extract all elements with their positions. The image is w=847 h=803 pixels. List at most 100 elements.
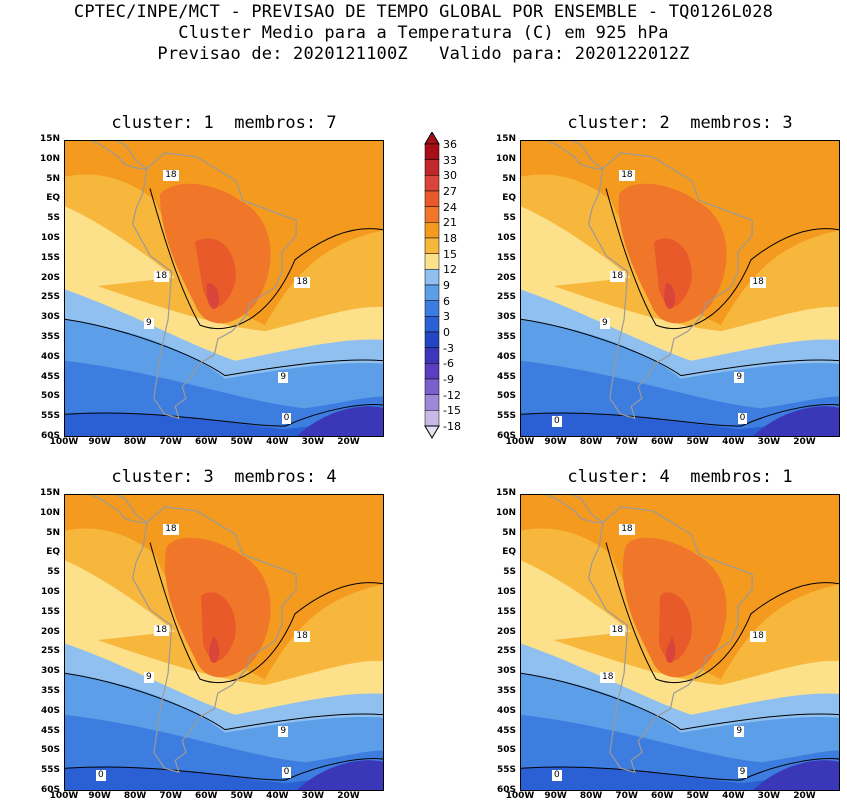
contour-label: 18 xyxy=(294,630,310,642)
lat-tick-label: 5N xyxy=(502,173,516,184)
lon-tick-label: 20W xyxy=(337,437,360,447)
contour-label: 9 xyxy=(600,318,610,330)
lat-tick-label: 20S xyxy=(40,272,60,283)
lat-tick-label: 35S xyxy=(496,332,516,342)
colorbar-level-label: 33 xyxy=(443,153,457,167)
lat-tick-label: 35S xyxy=(40,332,60,342)
lon-tick-label: 40W xyxy=(266,791,289,801)
lat-tick-label: 55S xyxy=(496,411,516,422)
colorbar-graphic xyxy=(424,132,440,439)
colorbar-segment xyxy=(424,190,440,207)
lon-tick-label: 30W xyxy=(757,791,781,801)
lon-tick-label: 100W xyxy=(49,437,79,447)
panel-title: cluster: 2 membros: 3 xyxy=(567,113,793,133)
colorbar-level-label: 15 xyxy=(443,247,457,261)
lat-tick-label: 40S xyxy=(496,351,516,362)
lat-tick-label: 5S xyxy=(503,213,516,224)
colorbar-segment xyxy=(424,394,440,411)
lon-tick-label: 80W xyxy=(579,437,603,447)
colorbar-segment xyxy=(424,253,440,270)
lat-tick-label: 60S xyxy=(496,431,516,441)
colorbar-top-arrow xyxy=(424,132,440,145)
lat-tick-label: 50S xyxy=(496,391,516,402)
lon-tick-label: 20W xyxy=(793,437,816,447)
contour-label: 18 xyxy=(153,270,170,282)
contour-label: 9 xyxy=(144,672,154,684)
contour-label: 9 xyxy=(734,725,745,737)
contour-label: 18 xyxy=(619,523,635,535)
contour-label: 18 xyxy=(750,630,766,642)
colorbar-segment xyxy=(424,175,440,192)
contour-label: 18 xyxy=(619,169,635,181)
lat-tick-label: 10N xyxy=(495,507,516,518)
lat-tick-label: 60S xyxy=(496,785,516,795)
lon-tick-label: 40W xyxy=(266,437,289,447)
contour-label: 0 xyxy=(737,413,748,425)
lat-tick-label: 15N xyxy=(39,488,60,498)
colorbar-level-label: 6 xyxy=(443,294,450,308)
lon-tick-label: 100W xyxy=(505,791,535,801)
lat-tick-label: 60S xyxy=(40,785,60,795)
colorbar-segment xyxy=(424,143,440,160)
lat-tick-label: 10S xyxy=(40,233,60,243)
colorbar-segment xyxy=(424,347,440,364)
lat-tick-label: 5N xyxy=(46,173,60,184)
colorbar-segment xyxy=(424,331,440,348)
lat-tick-label: EQ xyxy=(502,193,516,204)
lon-tick-label: 50W xyxy=(230,791,253,801)
lon-tick-label: 80W xyxy=(123,791,147,801)
colorbar-level-label: -15 xyxy=(443,404,461,418)
lon-tick-label: 90W xyxy=(544,437,567,447)
contour-label: 0 xyxy=(552,770,562,782)
lat-tick-label: 15N xyxy=(39,134,60,144)
lat-tick-label: EQ xyxy=(502,547,516,558)
lon-tick-label: 70W xyxy=(159,791,182,801)
colorbar-level-label: -12 xyxy=(443,388,461,402)
lat-tick-label: 40S xyxy=(40,351,60,362)
lat-tick-label: 25S xyxy=(40,646,60,657)
lat-tick-label: 40S xyxy=(496,705,516,716)
lat-tick-label: 5S xyxy=(47,213,60,224)
lat-tick-label: 15S xyxy=(40,606,60,617)
lon-tick-label: 60W xyxy=(650,791,674,801)
lat-tick-label: 45S xyxy=(40,371,60,382)
lat-tick-label: 30S xyxy=(496,666,516,677)
contour-label: 0 xyxy=(552,416,562,428)
lat-tick-label: 20S xyxy=(40,626,60,637)
lon-tick-label: 90W xyxy=(544,791,567,801)
main-title: CPTEC/INPE/MCT - PREVISAO DE TEMPO GLOBA… xyxy=(73,2,774,22)
lat-tick-label: 35S xyxy=(40,686,60,696)
lat-tick-label: 60S xyxy=(40,431,60,441)
lat-tick-label: 25S xyxy=(496,646,516,657)
lon-tick-label: 40W xyxy=(722,791,745,801)
contour-label: 18 xyxy=(153,624,170,636)
contour-label: 9 xyxy=(737,767,748,779)
lon-tick-label: 60W xyxy=(194,437,218,447)
lon-tick-label: 100W xyxy=(49,791,79,801)
lat-tick-label: 10S xyxy=(496,587,516,597)
lat-tick-label: 5N xyxy=(502,527,516,538)
contour-label: 9 xyxy=(278,371,289,383)
colorbar-level-label: 21 xyxy=(443,216,457,230)
panel-title: cluster: 1 membros: 7 xyxy=(111,113,337,133)
map-panel xyxy=(520,140,840,437)
lat-tick-label: 45S xyxy=(496,371,516,382)
colorbar-level-label: 3 xyxy=(443,310,450,324)
colorbar-segment xyxy=(424,316,440,333)
lon-tick-label: 30W xyxy=(301,791,325,801)
lon-tick-label: 70W xyxy=(615,791,638,801)
contour-label: 18 xyxy=(609,624,626,636)
contour-label: 9 xyxy=(144,318,154,330)
contour-label: 0 xyxy=(96,770,106,782)
colorbar-segment xyxy=(424,378,440,395)
contour-label: 0 xyxy=(281,767,292,779)
lat-tick-label: 30S xyxy=(496,312,516,323)
lat-tick-label: 10N xyxy=(39,153,60,164)
lon-tick-label: 60W xyxy=(194,791,218,801)
lon-tick-label: 50W xyxy=(686,437,709,447)
map-panel xyxy=(64,494,384,791)
lat-tick-label: EQ xyxy=(46,547,60,558)
colorbar-segment xyxy=(424,237,440,254)
lat-tick-label: 15N xyxy=(495,134,516,144)
colorbar-segment xyxy=(424,410,440,427)
